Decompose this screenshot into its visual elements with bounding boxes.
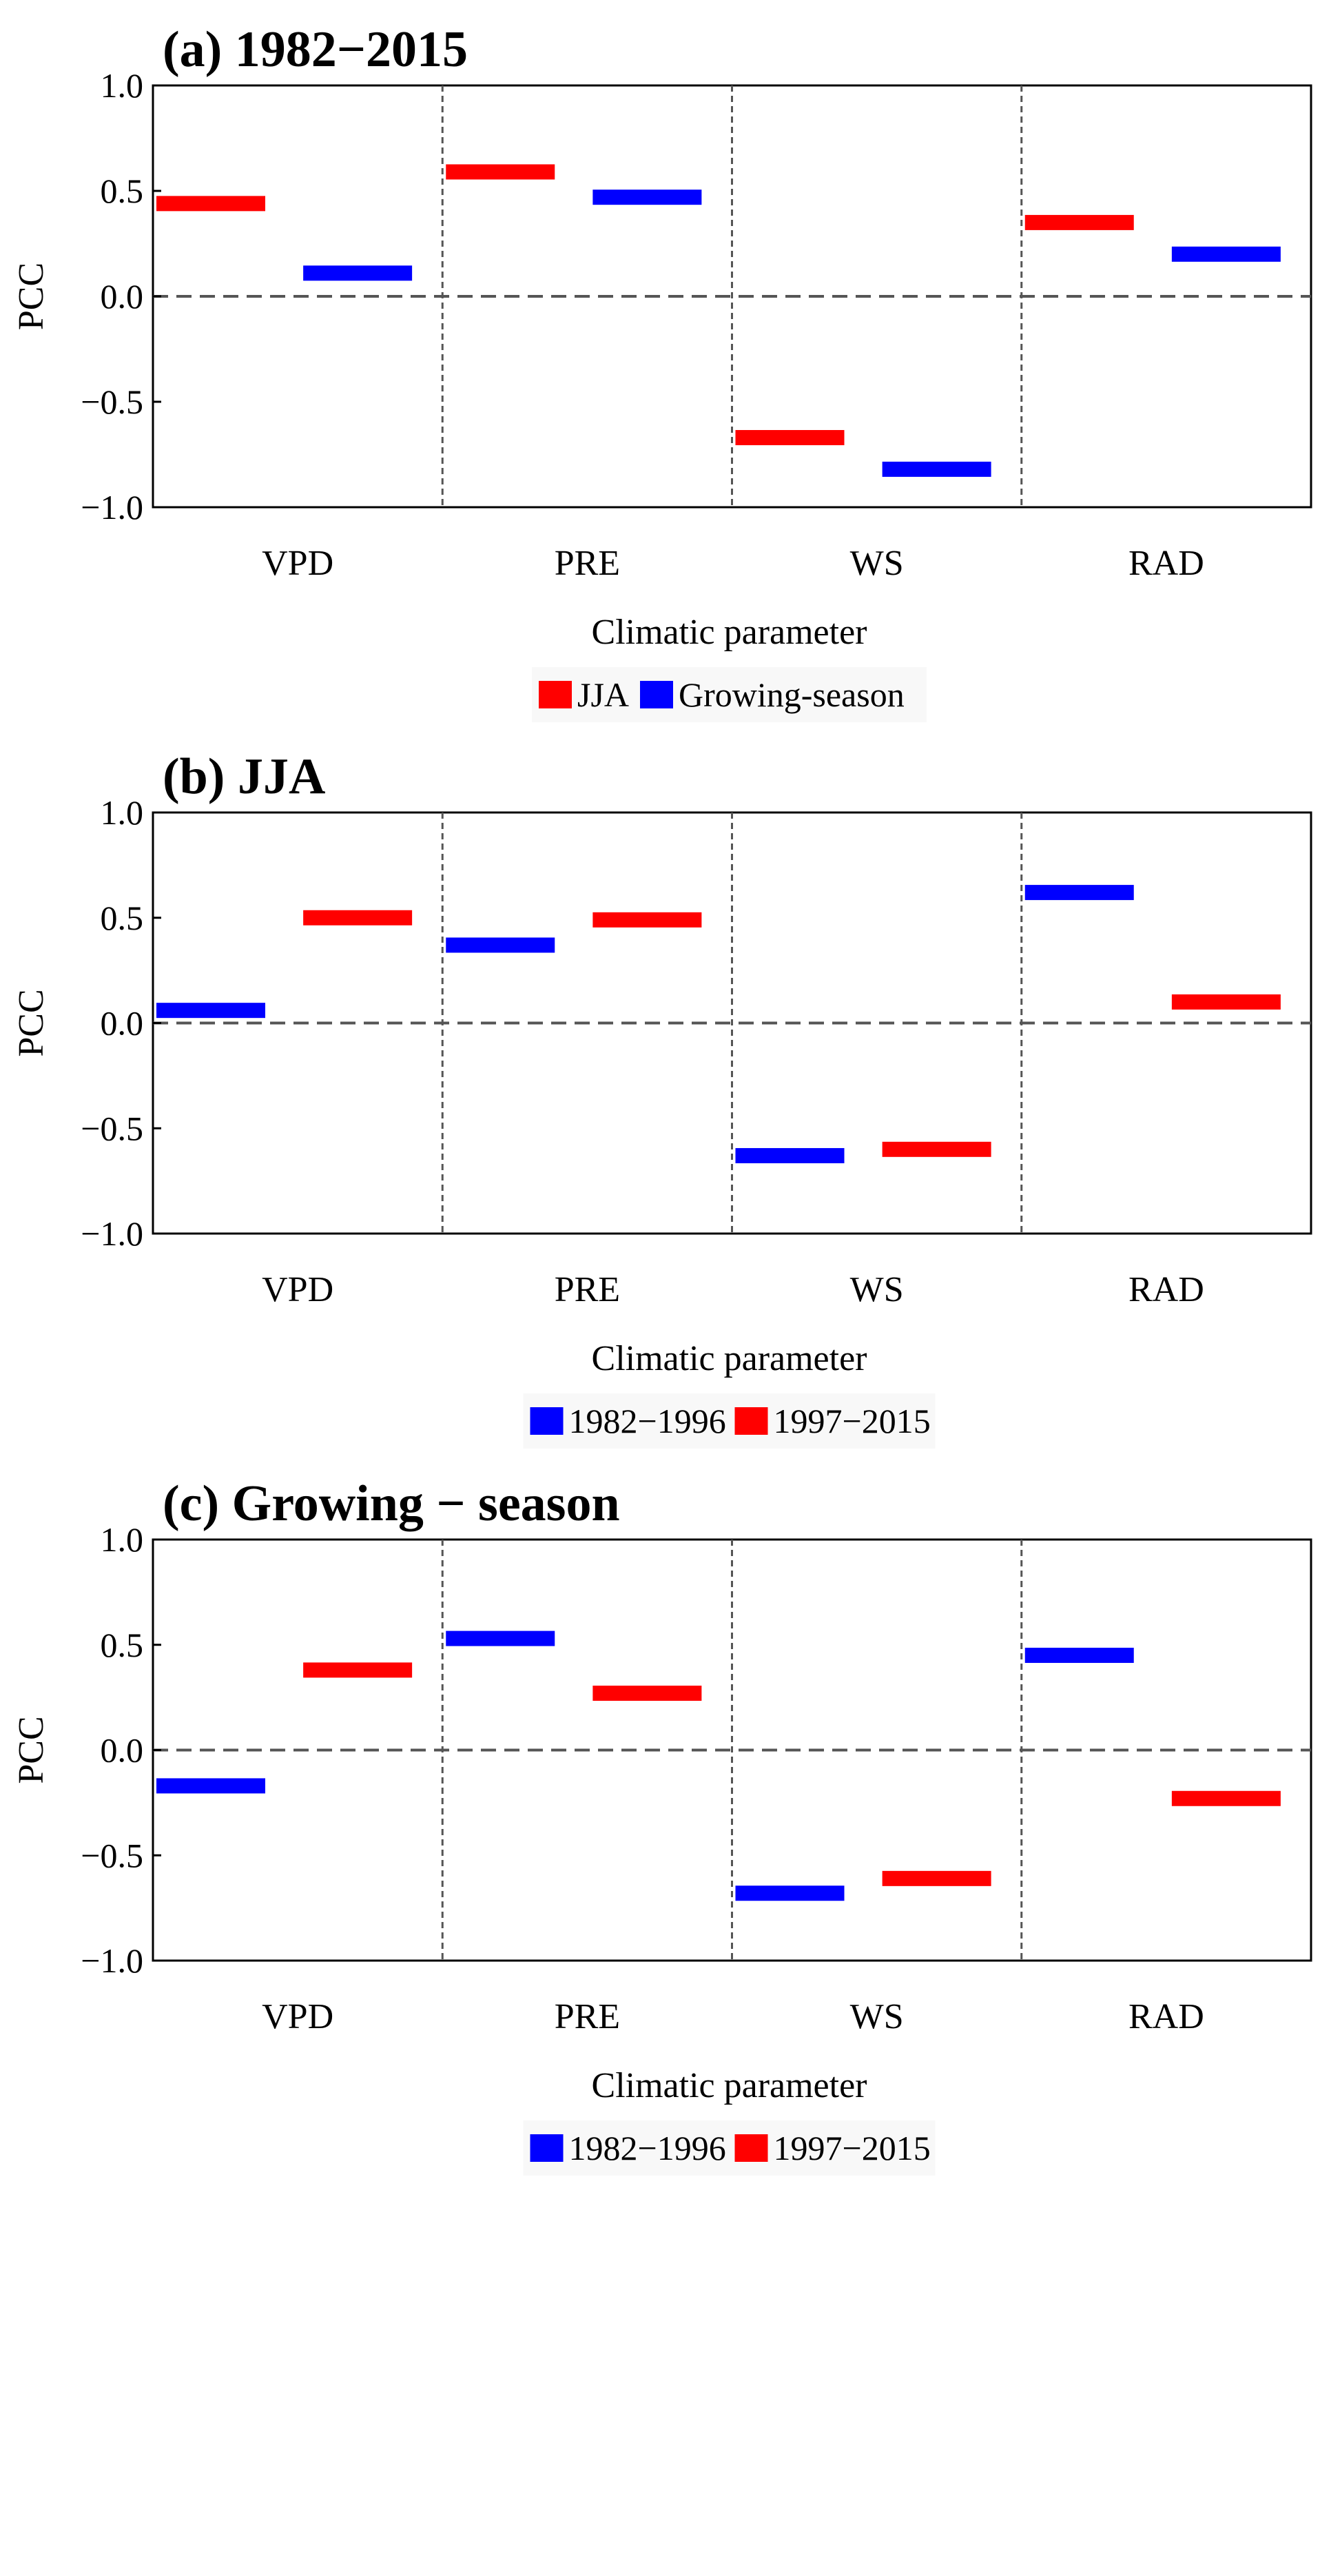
bar-pre-series-2	[592, 190, 702, 205]
legend-label: 1997−2015	[774, 2129, 931, 2167]
legend-swatch	[530, 1407, 564, 1435]
x-tick-label: WS	[850, 1270, 904, 1309]
y-tick-label: 1.0	[101, 1520, 144, 1559]
y-tick-label: 0.5	[101, 172, 144, 210]
y-axis-label: PCC	[12, 989, 51, 1056]
x-tick-label: PRE	[555, 1997, 620, 2036]
chart-title: (a) 1982−2015	[163, 21, 468, 78]
bar-rad-series-1	[1024, 1648, 1134, 1664]
x-tick-label: WS	[850, 544, 904, 583]
bar-vpd-series-2	[303, 265, 413, 281]
y-tick-label: 0.5	[101, 899, 144, 937]
bar-pre-series-1	[446, 164, 555, 180]
x-tick-label: VPD	[262, 1270, 333, 1309]
legend-background	[532, 667, 927, 722]
bar-ws-series-1	[735, 1885, 845, 1901]
x-tick-label: PRE	[555, 544, 620, 583]
bar-vpd-series-2	[303, 1662, 413, 1678]
legend-background	[523, 1393, 936, 1449]
x-tick-label: WS	[850, 1997, 904, 2036]
legend-label: 1982−1996	[569, 1402, 726, 1440]
y-tick-label: 0.0	[101, 1004, 144, 1043]
y-tick-label: 0.0	[101, 1731, 144, 1770]
bar-ws-series-2	[882, 1870, 991, 1886]
y-tick-label: −0.5	[81, 1109, 143, 1147]
bar-pre-series-2	[592, 1686, 702, 1701]
y-tick-label: 1.0	[101, 66, 144, 105]
bar-ws-series-1	[735, 430, 845, 446]
x-axis-label: Climatic parameter	[592, 1339, 867, 1378]
legend-swatch	[640, 681, 673, 708]
x-tick-label: RAD	[1128, 1997, 1204, 2036]
y-axis-label: PCC	[12, 1716, 51, 1783]
bar-vpd-series-1	[156, 1003, 265, 1019]
bar-rad-series-2	[1171, 1790, 1281, 1806]
legend-swatch	[734, 2134, 768, 2162]
legend-swatch	[530, 2134, 564, 2162]
bar-ws-series-2	[882, 461, 991, 477]
bar-vpd-series-1	[156, 196, 265, 212]
legend-swatch	[539, 681, 572, 708]
bar-rad-series-2	[1171, 246, 1281, 262]
bar-rad-series-1	[1024, 885, 1134, 901]
y-tick-label: 0.0	[101, 277, 144, 316]
x-tick-label: VPD	[262, 1997, 333, 2036]
legend-label: Growing-season	[679, 675, 905, 714]
legend-label: 1997−2015	[774, 1402, 931, 1440]
x-tick-label: VPD	[262, 544, 333, 583]
x-tick-label: RAD	[1128, 1270, 1204, 1309]
bar-rad-series-1	[1024, 214, 1134, 230]
y-axis-label: PCC	[12, 263, 51, 330]
chart-panel-2: (b) JJA 1.0 0.5 0.0 −0.5 −1.0 PCC VPD PRE WS RAD Cl…	[12, 748, 1312, 1449]
bar-pre-series-1	[446, 937, 555, 953]
y-tick-label: −1.0	[81, 488, 143, 527]
y-tick-label: 0.5	[101, 1626, 144, 1664]
bar-vpd-series-2	[303, 910, 413, 926]
y-tick-label: −1.0	[81, 1214, 143, 1253]
x-axis-label: Climatic parameter	[592, 613, 867, 652]
x-axis-label: Climatic parameter	[592, 2066, 867, 2105]
bar-ws-series-2	[882, 1141, 991, 1157]
bar-vpd-series-1	[156, 1778, 265, 1794]
chart-title: (b) JJA	[163, 748, 325, 805]
legend-background	[523, 2120, 936, 2176]
chart-panel-3: (c) Growing − season 1.0 0.5 0.0 −0.5 −1.0 PCC…	[12, 1475, 1312, 2176]
bar-rad-series-2	[1171, 994, 1281, 1010]
bar-pre-series-2	[592, 912, 702, 928]
y-tick-label: −0.5	[81, 1836, 143, 1874]
y-tick-label: −0.5	[81, 382, 143, 421]
x-tick-label: RAD	[1128, 544, 1204, 583]
bar-pre-series-1	[446, 1631, 555, 1646]
chart-title: (c) Growing − season	[163, 1475, 620, 1532]
x-tick-label: PRE	[555, 1270, 620, 1309]
legend-label: JJA	[577, 675, 629, 714]
legend-label: 1982−1996	[569, 2129, 726, 2167]
y-tick-label: 1.0	[101, 793, 144, 832]
legend-swatch	[734, 1407, 768, 1435]
y-tick-label: −1.0	[81, 1941, 143, 1980]
chart-panel-1: (a) 1982−2015 1.0 0.5 0.0 −0.5 −1.0 PCC VPD PRE W…	[12, 21, 1312, 722]
bar-ws-series-1	[735, 1147, 845, 1163]
